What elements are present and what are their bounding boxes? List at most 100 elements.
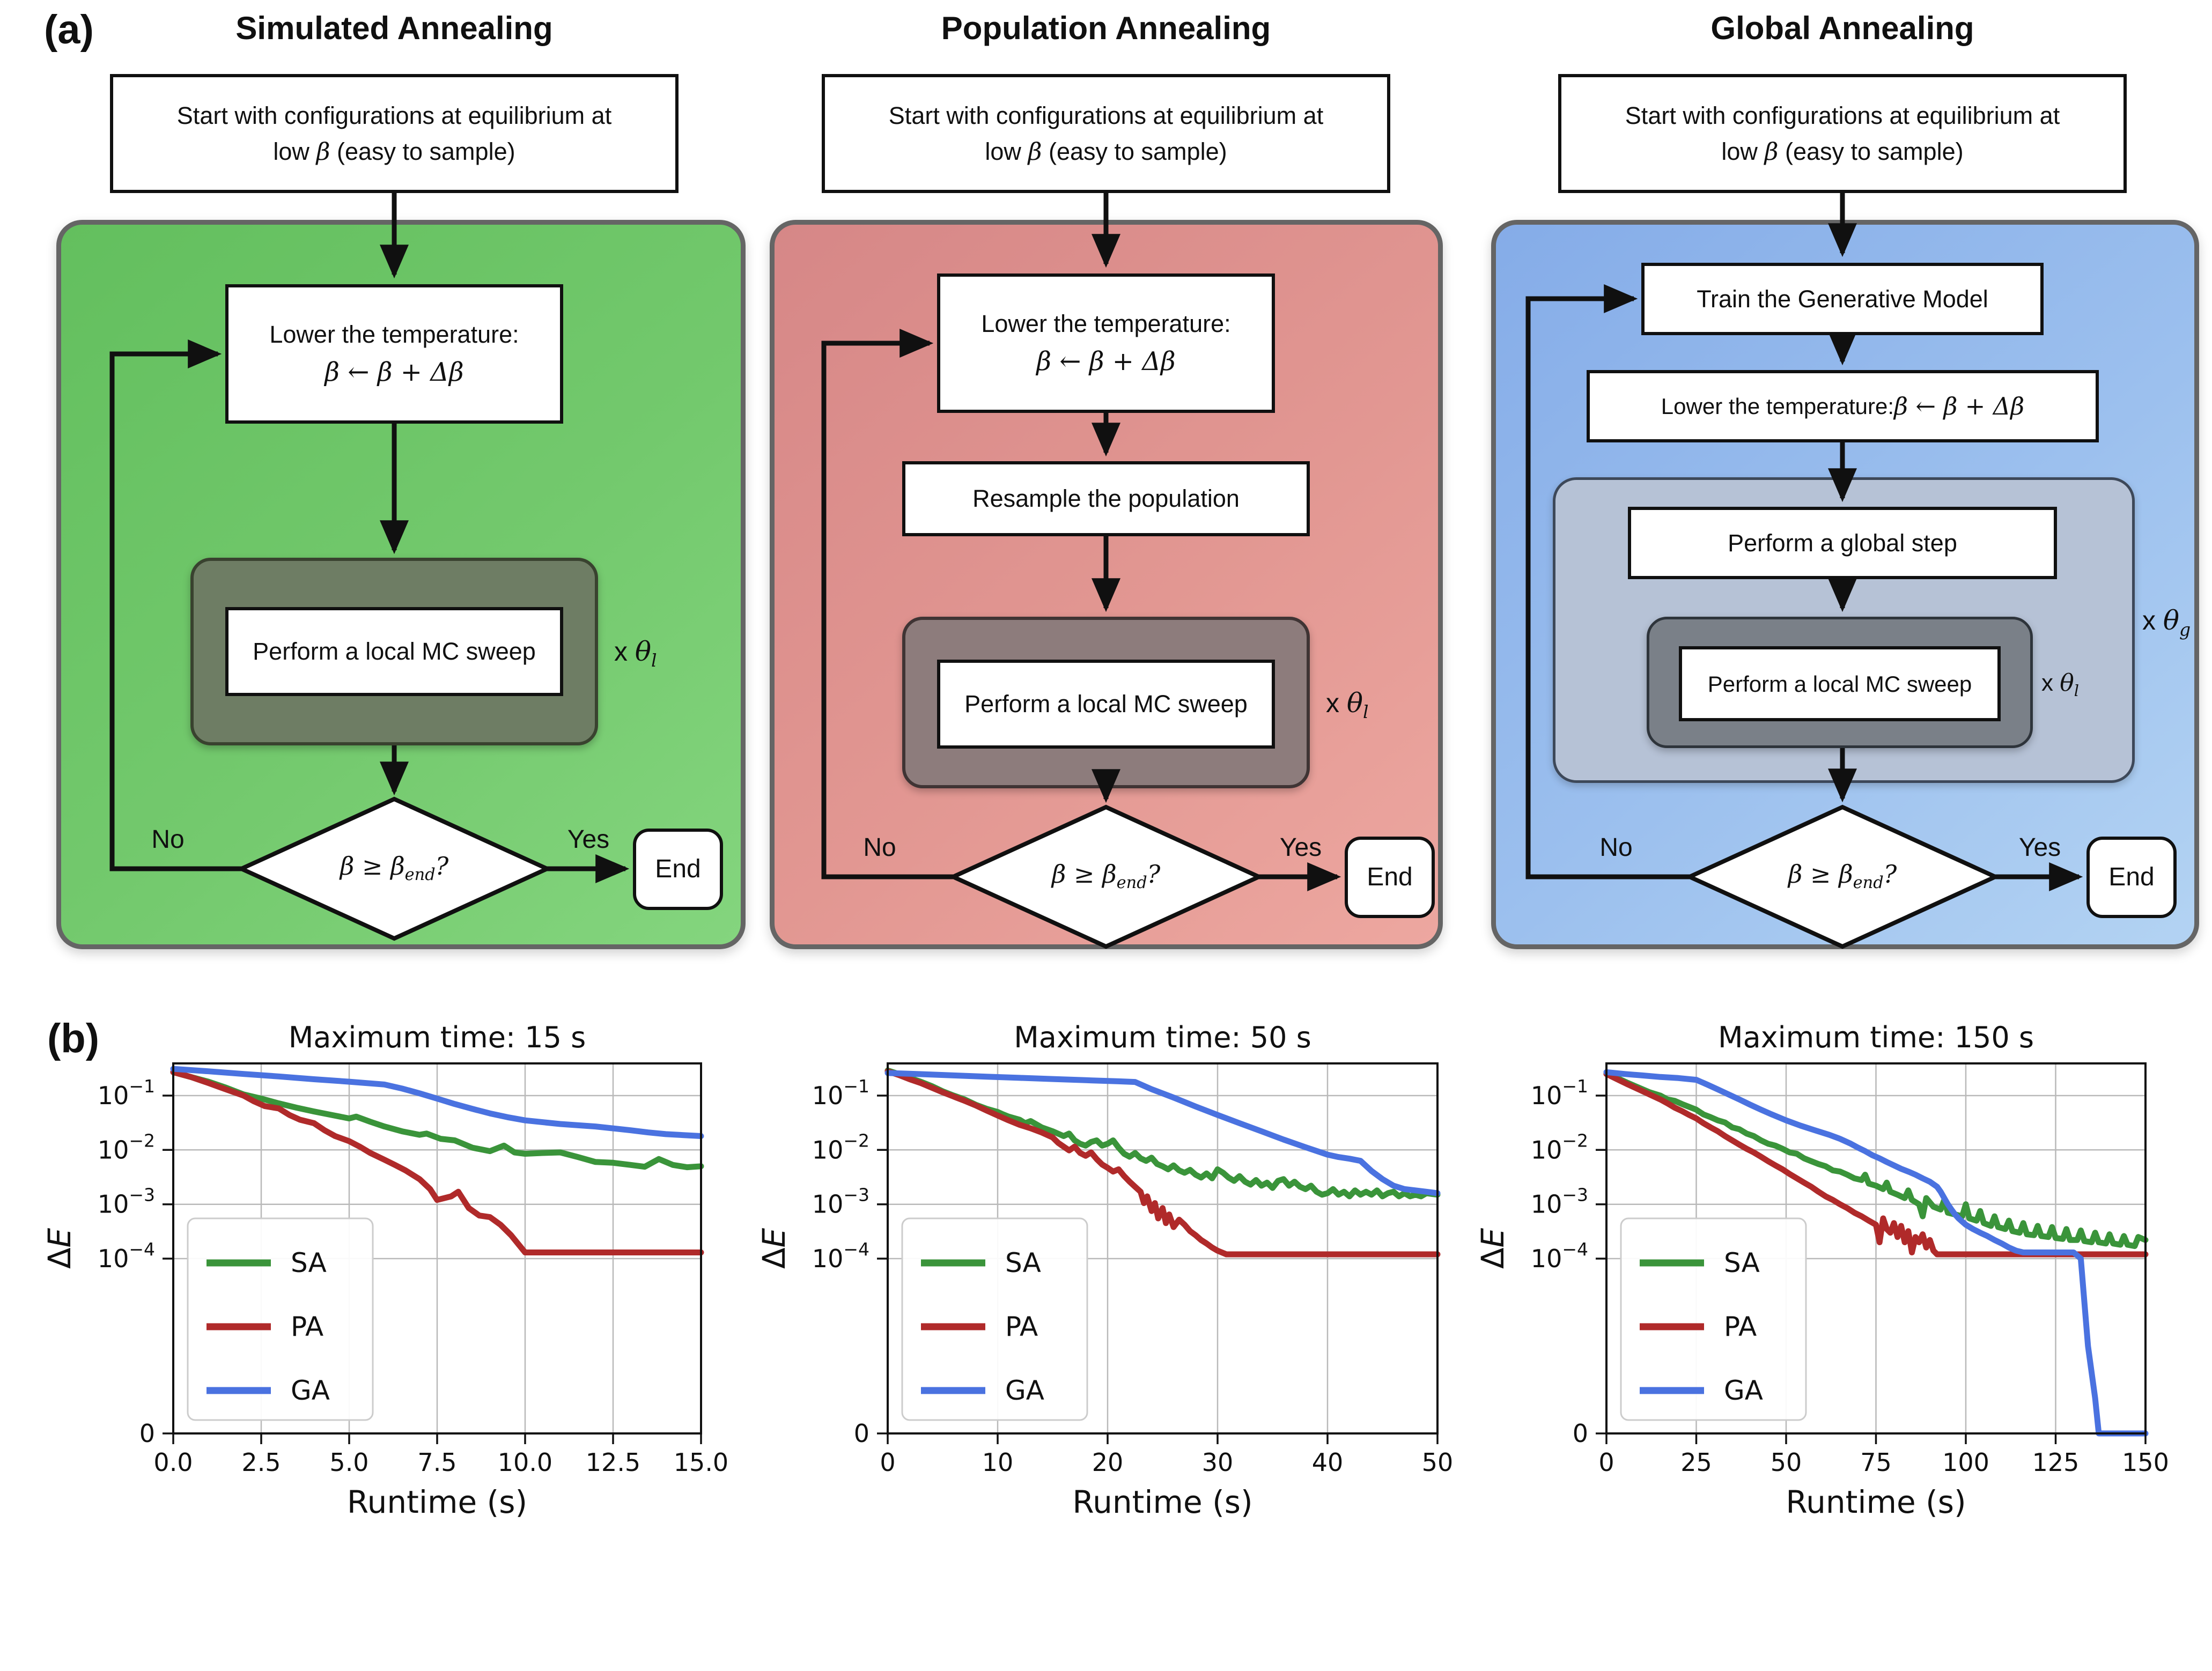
y-tick-label: 10−3: [812, 1185, 869, 1219]
x-tick-label: 30: [1202, 1448, 1234, 1477]
ga-decision-diamond: [1684, 804, 2001, 949]
chart-1-legend: SA PA GA: [187, 1217, 374, 1421]
sa-start-line1: Start with configurations at equilibrium…: [176, 101, 612, 129]
ga-decision-label: β ≥ βend?: [1788, 860, 1897, 893]
chart-ylabel: ΔE: [41, 1228, 78, 1269]
y-tick-label: 10−3: [1531, 1185, 1588, 1219]
legend-label: GA: [291, 1375, 330, 1406]
chart-1-series-PA: [170, 1069, 704, 1255]
ga-start-line2: low β (easy to sample): [1721, 137, 1964, 166]
legend-label: PA: [1005, 1311, 1038, 1342]
y-tick-label: 10−3: [98, 1185, 155, 1219]
ga-theta-global-label: x θg: [2142, 605, 2191, 640]
sa-decision-label: β ≥ βend?: [340, 852, 449, 885]
x-tick-label: 125: [2032, 1448, 2080, 1477]
ga-start-box: Start with configurations at equilibrium…: [1558, 74, 2127, 193]
x-tick-label: 100: [1942, 1448, 1989, 1477]
pa-start-box: Start with configurations at equilibrium…: [822, 74, 1390, 193]
sa-no-label: No: [151, 825, 185, 854]
chart-xlabel: Runtime (s): [1786, 1484, 1966, 1520]
legend-label: SA: [291, 1247, 327, 1278]
sa-end-box: End: [633, 829, 723, 910]
panel-b-label: (b): [47, 1016, 100, 1061]
legend-label: SA: [1005, 1247, 1041, 1278]
sa-start-line2: low β (easy to sample): [273, 137, 515, 166]
x-tick-label: 2.5: [241, 1448, 281, 1477]
x-tick-label: 12.5: [586, 1448, 640, 1477]
ga-end-box: End: [2086, 837, 2177, 918]
x-tick-label: 10.0: [498, 1448, 552, 1477]
x-tick-label: 7.5: [417, 1448, 456, 1477]
pa-title: Population Annealing: [941, 10, 1271, 46]
sa-theta-local-label: x θl: [614, 636, 657, 671]
sa-lower-line2: β ← β + Δβ: [325, 357, 464, 387]
x-tick-label: 15.0: [674, 1448, 728, 1477]
sa-start-box: Start with configurations at equilibrium…: [110, 74, 679, 193]
y-tick-label: 10−2: [1531, 1130, 1588, 1164]
pa-sweep-box: Perform a local MC sweep: [937, 660, 1275, 749]
pa-resample-box: Resample the population: [902, 461, 1310, 536]
sa-decision-diamond: [236, 796, 552, 941]
pa-yes-label: Yes: [1279, 833, 1322, 862]
sa-title: Simulated Annealing: [235, 10, 553, 46]
chart-title: Maximum time: 15 s: [289, 1021, 586, 1054]
ga-train-box: Train the Generative Model: [1641, 263, 2044, 335]
ga-lower-box: Lower the temperature: β ← β + Δβ: [1587, 370, 2099, 442]
sa-sweep-box: Perform a local MC sweep: [225, 607, 563, 696]
ga-no-label: No: [1599, 833, 1633, 862]
x-tick-label: 5.0: [329, 1448, 368, 1477]
pa-lower-line2: β ← β + Δβ: [1036, 346, 1176, 376]
legend-label: GA: [1005, 1375, 1044, 1406]
x-tick-label: 20: [1092, 1448, 1124, 1477]
x-tick-label: 75: [1860, 1448, 1892, 1477]
ga-lower-math: β ← β + Δβ: [1894, 391, 2025, 420]
pa-theta-local-label: x θl: [1326, 687, 1369, 722]
pa-end-box: End: [1345, 837, 1435, 918]
x-tick-label: 40: [1312, 1448, 1344, 1477]
x-tick-label: 10: [982, 1448, 1014, 1477]
panel-a-label: (a): [44, 7, 94, 53]
x-tick-label: 50: [1422, 1448, 1454, 1477]
pa-decision-diamond: [948, 804, 1264, 949]
y-tick-label-zero: 0: [1573, 1419, 1588, 1448]
pa-start-line1: Start with configurations at equilibrium…: [888, 101, 1324, 129]
x-tick-label: 0.0: [153, 1448, 193, 1477]
x-tick-label: 0: [1598, 1448, 1614, 1477]
pa-lower-line1: Lower the temperature:: [981, 310, 1231, 338]
chart-ylabel: ΔE: [756, 1228, 792, 1269]
ga-arrow-no-loop: [1525, 284, 1690, 879]
x-tick-label: 150: [2122, 1448, 2169, 1477]
x-tick-label: 0: [880, 1448, 895, 1477]
ga-global-step-box: Perform a global step: [1628, 507, 2057, 579]
chart-2-series-SA: [884, 1067, 1441, 1200]
chart-1-series-SA: [170, 1069, 704, 1171]
chart-1: 0.0 2.5 5.0 7.5 10.0 12.5 15.010−110−210−310−4…: [41, 1021, 728, 1520]
ga-title: Global Annealing: [1710, 10, 1974, 46]
chart-1-series-GA: [170, 1066, 704, 1139]
ga-lower-prefix: Lower the temperature:: [1661, 394, 1894, 419]
x-tick-label: 50: [1771, 1448, 1802, 1477]
chart-xlabel: Runtime (s): [1072, 1484, 1252, 1520]
legend-label: PA: [291, 1311, 323, 1342]
chart-3-series-GA: [1603, 1069, 2149, 1437]
pa-start-line2: low β (easy to sample): [985, 137, 1227, 166]
y-tick-label-zero: 0: [139, 1419, 155, 1448]
ga-yes-label: Yes: [2018, 833, 2061, 862]
sa-arrow-no-loop: [109, 339, 241, 871]
chart-3: 0 25 50 75 100 125 15010−110−210−310−40Maximum…: [1474, 1021, 2169, 1520]
ga-sweep-box: Perform a local MC sweep: [1679, 646, 2001, 721]
pa-arrow-no-loop: [821, 329, 953, 879]
sa-lower-box: Lower the temperature: β ← β + Δβ: [225, 284, 563, 424]
legend-label: PA: [1724, 1311, 1757, 1342]
chart-title: Maximum time: 50 s: [1014, 1021, 1311, 1054]
chart-2-series-PA: [884, 1068, 1441, 1258]
chart-2-legend: SA PA GA: [901, 1217, 1088, 1421]
legend-label: GA: [1724, 1375, 1763, 1406]
chart-3-series-PA: [1603, 1071, 2149, 1258]
chart-xlabel: Runtime (s): [347, 1484, 527, 1520]
